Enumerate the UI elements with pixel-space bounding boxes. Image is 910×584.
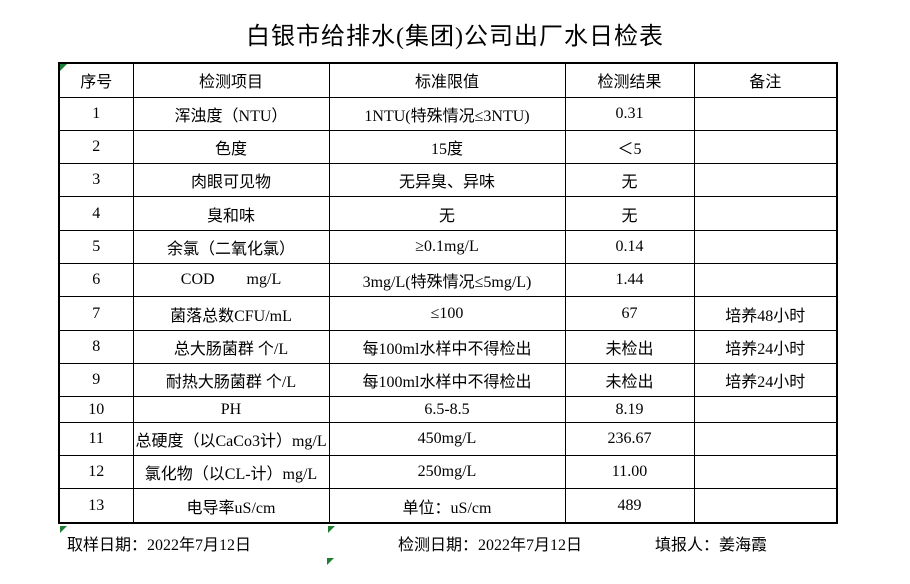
cell-note[interactable]: 培养24小时 [693,363,838,398]
cell-standard[interactable]: 450mg/L [328,421,566,457]
cell-result[interactable]: 0.31 [564,96,695,131]
cell-error-indicator-icon [327,558,334,565]
table-row: 10 PH 6.5-8.5 8.19 [58,396,838,423]
cell-note[interactable] [693,455,838,490]
cell-serial[interactable]: 9 [58,363,134,398]
cell-standard[interactable]: 无 [328,196,566,231]
table-row: 3 肉眼可见物 无异臭、异味无 [58,163,838,198]
cell-standard[interactable]: ≤100 [328,296,566,331]
cell-standard[interactable]: 1NTU(特殊情况≤3NTU) [328,96,566,131]
cell-standard[interactable]: 6.5-8.5 [328,396,566,423]
cell-result[interactable]: 无 [564,163,695,198]
cell-result[interactable]: 67 [564,296,695,331]
cell-item[interactable]: 总大肠菌群 个/L [132,329,330,365]
inspection-table: 序号 检测项目 标准限值 检测结果 备注 1 浑浊度（NTU） 1NTU(特殊情况≤… [58,62,838,524]
cell-error-indicator-icon [328,526,335,533]
header-cell-standard[interactable]: 标准限值 [328,62,566,98]
cell-result[interactable]: 11.00 [564,455,695,490]
cell-serial[interactable]: 7 [58,296,134,331]
table-row: 13 电导率uS/cm 单位：uS/cm 489 [58,488,838,524]
table-header: 序号 检测项目 标准限值 检测结果 备注 [58,62,838,98]
cell-standard[interactable]: 250mg/L [328,455,566,490]
cell-note[interactable] [693,163,838,198]
cell-serial[interactable]: 4 [58,196,134,231]
table-row: 12 氯化物（以CL-计）mg/L 250mg/L 11.00 [58,455,838,490]
cell-serial[interactable]: 1 [58,96,134,131]
cell-error-indicator-icon [60,64,67,71]
cell-note[interactable] [693,263,838,298]
cell-item[interactable]: COD mg/L [132,263,330,298]
cell-note[interactable] [693,421,838,457]
reporter-text[interactable]: 填报人：姜海霞 [655,537,768,554]
table-row: 5 余氯（二氧化氯） ≥0.1mg/L 0.14 [58,229,838,265]
cell-item[interactable]: 肉眼可见物 [132,163,330,198]
cell-standard[interactable]: ≥0.1mg/L [328,229,566,265]
cell-result[interactable]: 未检出 [564,329,695,365]
cell-result[interactable]: 无 [564,196,695,231]
cell-note[interactable] [693,96,838,131]
table-row: 8 总大肠菌群 个/L 每100ml水样中不得检出 未检出 培养24小时 [58,329,838,365]
cell-serial[interactable]: 13 [58,488,134,524]
cell-item[interactable]: 浑浊度（NTU） [132,96,330,131]
sample-date-text[interactable]: 取样日期：2022年7月12日 [67,537,252,554]
cell-result[interactable]: 未检出 [564,363,695,398]
cell-result[interactable]: ＜5 [564,129,695,165]
cell-note[interactable] [693,196,838,231]
cell-result[interactable]: 0.14 [564,229,695,265]
header-row: 序号 检测项目 标准限值 检测结果 备注 [58,62,838,98]
cell-serial[interactable]: 8 [58,329,134,365]
cell-result[interactable]: 236.67 [564,421,695,457]
table-row: 9 耐热大肠菌群 个/L 每100ml水样中不得检出 未检出 培养24小时 [58,363,838,398]
cell-standard[interactable]: 15度 [328,129,566,165]
cell-item[interactable]: 余氯（二氧化氯） [132,229,330,265]
cell-note[interactable] [693,229,838,265]
cell-note[interactable] [693,129,838,165]
cell-standard[interactable]: 每100ml水样中不得检出 [328,329,566,365]
cell-item[interactable]: 电导率uS/cm [132,488,330,524]
header-cell-serial[interactable]: 序号 [58,62,134,98]
table-row: 11 总硬度（以CaCo3计）mg/L 450mg/L 236.67 [58,421,838,457]
cell-serial[interactable]: 12 [58,455,134,490]
cell-item[interactable]: PH [132,396,330,423]
cell-standard[interactable]: 无异臭、异味 [328,163,566,198]
header-cell-item[interactable]: 检测项目 [132,62,330,98]
cell-serial[interactable]: 11 [58,421,134,457]
cell-item[interactable]: 色度 [132,129,330,165]
table-row: 6 COD mg/L 3mg/L(特殊情况≤5mg/L) 1.44 [58,263,838,298]
cell-item[interactable]: 耐热大肠菌群 个/L [132,363,330,398]
cell-standard[interactable]: 每100ml水样中不得检出 [328,363,566,398]
cell-standard[interactable]: 3mg/L(特殊情况≤5mg/L) [328,263,566,298]
header-cell-result[interactable]: 检测结果 [564,62,695,98]
table-row: 1 浑浊度（NTU） 1NTU(特殊情况≤3NTU) 0.31 [58,96,838,131]
cell-result[interactable]: 8.19 [564,396,695,423]
cell-error-indicator-icon [60,526,67,533]
cell-serial[interactable]: 10 [58,396,134,423]
cell-serial[interactable]: 6 [58,263,134,298]
table-row: 4 臭和味无无 [58,196,838,231]
table-row: 7 菌落总数CFU/mL ≤100 67 培养48小时 [58,296,838,331]
cell-result[interactable]: 1.44 [564,263,695,298]
cell-item[interactable]: 菌落总数CFU/mL [132,296,330,331]
cell-note[interactable] [693,396,838,423]
cell-item[interactable]: 总硬度（以CaCo3计）mg/L [132,421,330,457]
page-title: 白银市给排水(集团)公司出厂水日检表 [246,24,664,50]
cell-note[interactable] [693,488,838,524]
cell-result[interactable]: 489 [564,488,695,524]
test-date-text[interactable]: 检测日期：2022年7月12日 [398,537,583,554]
cell-standard[interactable]: 单位：uS/cm [328,488,566,524]
cell-serial[interactable]: 5 [58,229,134,265]
cell-item[interactable]: 氯化物（以CL-计）mg/L [132,455,330,490]
header-cell-note[interactable]: 备注 [693,62,838,98]
cell-serial[interactable]: 2 [58,129,134,165]
cell-serial[interactable]: 3 [58,163,134,198]
cell-note[interactable]: 培养48小时 [693,296,838,331]
cell-note[interactable]: 培养24小时 [693,329,838,365]
table-row: 2 色度 15度 ＜5 [58,129,838,165]
table-body: 1 浑浊度（NTU） 1NTU(特殊情况≤3NTU) 0.31 2 色度 15度 ＜5 3 肉眼可… [58,96,838,524]
cell-item[interactable]: 臭和味 [132,196,330,231]
